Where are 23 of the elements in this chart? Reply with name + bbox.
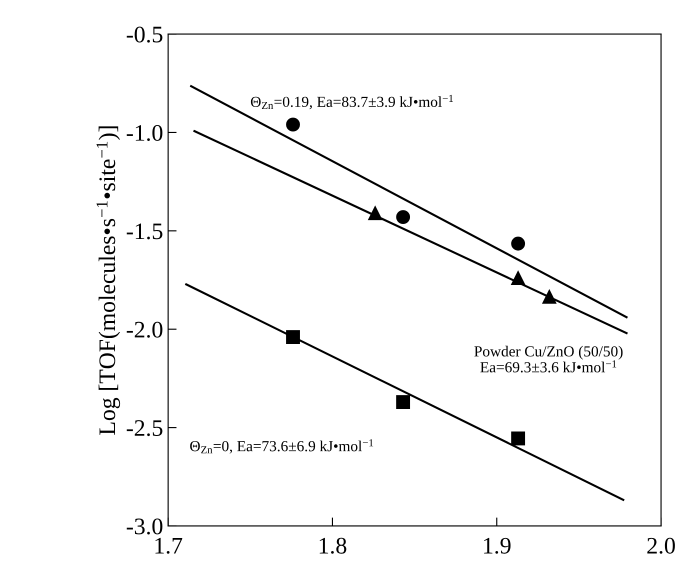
x-tick-label: 1.9 bbox=[484, 538, 511, 554]
point bbox=[286, 118, 300, 132]
point bbox=[511, 271, 526, 285]
point bbox=[511, 431, 526, 446]
y-tick-label: -1.0 bbox=[126, 124, 162, 141]
point bbox=[542, 290, 556, 304]
x-tick-label: 2.0 bbox=[647, 538, 675, 554]
annotation: Θ$_{Zn}$=0.19, Ea=83.7±3.9 kJ•mol$^{−1}$ bbox=[250, 94, 453, 110]
point bbox=[396, 395, 410, 409]
point bbox=[511, 236, 526, 251]
annotation: Θ$_{Zn}$=0, Ea=73.6±6.9 kJ•mol$^{−1}$ bbox=[190, 439, 374, 454]
point bbox=[286, 330, 300, 344]
annotation: Powder Cu/ZnO (50/50) Ea=69.3±3.6 kJ•mol$^{−1}$ bbox=[474, 346, 623, 372]
y-tick-label: -2.0 bbox=[126, 322, 162, 338]
y-tick-label: -2.5 bbox=[126, 420, 162, 436]
y-tick-label: -3.0 bbox=[126, 518, 162, 534]
y-tick-label: -1.5 bbox=[126, 223, 162, 240]
point bbox=[368, 206, 382, 220]
point bbox=[396, 210, 410, 224]
y-tick-label: -0.5 bbox=[126, 26, 162, 43]
x-tick-label: 1.7 bbox=[155, 538, 182, 554]
y-axis-title: Log [TOF(molecules•s$^{−1}$•site$^{−1}$)] bbox=[96, 126, 120, 435]
x-tick-label: 1.8 bbox=[320, 538, 346, 554]
